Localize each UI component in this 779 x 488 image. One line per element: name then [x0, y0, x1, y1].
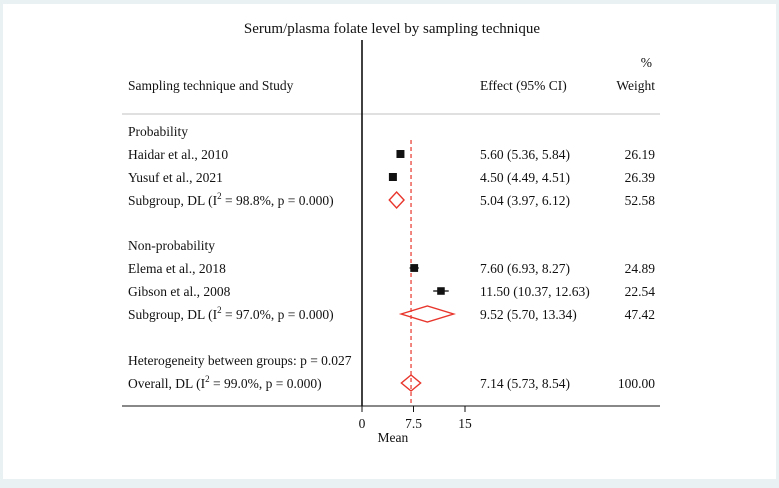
group-heading: Probability: [128, 124, 188, 139]
group-heading: Non-probability: [128, 238, 215, 253]
study-weight: 24.89: [625, 261, 656, 276]
study-effect-ci: 5.60 (5.36, 5.84): [480, 147, 570, 162]
subgroup-weight: 52.58: [625, 193, 656, 208]
chart-title: Serum/plasma folate level by sampling te…: [244, 21, 541, 37]
x-axis-ticks: 0 7.5 15: [359, 406, 472, 431]
overall-effect-ci: 7.14 (5.73, 8.54): [480, 376, 570, 391]
subgroup-label-prefix: Subgroup, DL (I: [128, 307, 218, 322]
panel-background: [3, 4, 776, 479]
subgroup-effect-ci: 9.52 (5.70, 13.34): [480, 307, 577, 322]
study-weight: 26.19: [625, 147, 656, 162]
subgroup-label: Subgroup, DL (I2 = 98.8%, p = 0.000): [128, 191, 334, 208]
study-point-marker: [410, 264, 419, 272]
plot-marks: [388, 140, 457, 406]
study-weight: 22.54: [625, 284, 656, 299]
row-text: Probability Haidar et al., 2010 5.60 (5.36…: [128, 124, 655, 391]
overall-weight: 100.00: [618, 376, 655, 391]
overall-diamond: [400, 374, 422, 392]
overall-label-superscript: 2: [205, 374, 210, 384]
study-label: Gibson et al., 2008: [128, 284, 231, 299]
subgroup-effect-ci: 5.04 (3.97, 6.12): [480, 193, 570, 208]
subgroup-diamond: [398, 305, 457, 323]
overall-label: Overall, DL (I2 = 99.0%, p = 0.000): [128, 374, 322, 391]
study-weight: 26.39: [625, 170, 656, 185]
subgroup-label-prefix: Subgroup, DL (I: [128, 193, 218, 208]
x-axis-label: Mean: [378, 430, 409, 445]
x-tick-label: 0: [359, 416, 366, 431]
subgroup-label: Subgroup, DL (I2 = 97.0%, p = 0.000): [128, 305, 334, 322]
header-study: Sampling technique and Study: [128, 78, 294, 93]
study-label: Elema et al., 2018: [128, 261, 226, 276]
header-effect: Effect (95% CI): [480, 78, 567, 93]
study-point-marker: [437, 287, 445, 295]
study-effect-ci: 4.50 (4.49, 4.51): [480, 170, 570, 185]
header-weight-percent: %: [641, 55, 652, 70]
x-tick-label: 7.5: [405, 416, 422, 431]
subgroup-label-suffix: = 97.0%, p = 0.000): [222, 307, 334, 322]
overall-label-prefix: Overall, DL (I: [128, 376, 206, 391]
subgroup-diamond: [388, 190, 405, 210]
subgroup-label-superscript: 2: [217, 191, 222, 201]
study-point-marker: [388, 173, 397, 181]
subgroup-label-superscript: 2: [217, 305, 222, 315]
study-effect-ci: 7.60 (6.93, 8.27): [480, 261, 570, 276]
x-tick-label: 15: [458, 416, 472, 431]
subgroup-label-suffix: = 98.8%, p = 0.000): [222, 193, 334, 208]
study-label: Yusuf et al., 2021: [128, 170, 223, 185]
heterogeneity-note: Heterogeneity between groups: p = 0.027: [128, 353, 352, 368]
study-effect-ci: 11.50 (10.37, 12.63): [480, 284, 590, 299]
study-point-marker: [396, 150, 405, 158]
study-label: Haidar et al., 2010: [128, 147, 228, 162]
header-weight: Weight: [616, 78, 655, 93]
overall-label-suffix: = 99.0%, p = 0.000): [210, 376, 322, 391]
subgroup-weight: 47.42: [625, 307, 655, 322]
